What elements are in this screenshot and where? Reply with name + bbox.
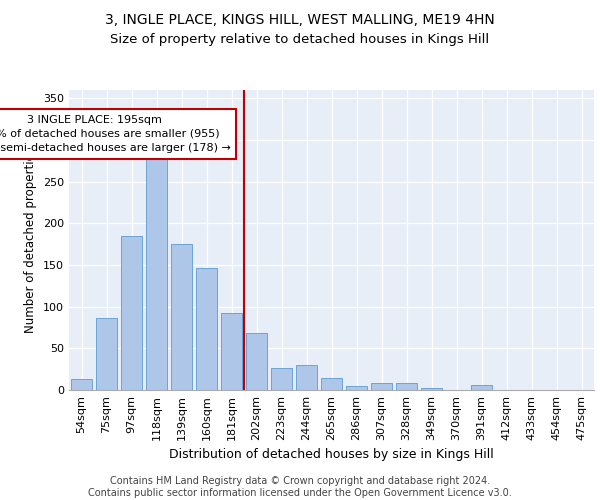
- Text: 3 INGLE PLACE: 195sqm
← 84% of detached houses are smaller (955)
16% of semi-det: 3 INGLE PLACE: 195sqm ← 84% of detached …: [0, 115, 230, 153]
- Bar: [421, 388, 442, 390]
- Bar: [321, 378, 342, 390]
- Bar: [346, 386, 367, 390]
- Bar: [96, 318, 117, 390]
- Bar: [196, 268, 217, 390]
- Bar: [471, 385, 492, 390]
- Bar: [71, 379, 92, 390]
- Bar: [371, 384, 392, 390]
- Bar: [221, 312, 242, 390]
- Bar: [146, 150, 167, 390]
- Bar: [296, 365, 317, 390]
- Bar: [396, 382, 417, 390]
- Y-axis label: Number of detached properties: Number of detached properties: [25, 147, 37, 333]
- Text: Contains HM Land Registry data © Crown copyright and database right 2024.
Contai: Contains HM Land Registry data © Crown c…: [88, 476, 512, 498]
- Bar: [171, 244, 192, 390]
- Text: Size of property relative to detached houses in Kings Hill: Size of property relative to detached ho…: [110, 32, 490, 46]
- Bar: [246, 334, 267, 390]
- Bar: [121, 236, 142, 390]
- Text: 3, INGLE PLACE, KINGS HILL, WEST MALLING, ME19 4HN: 3, INGLE PLACE, KINGS HILL, WEST MALLING…: [105, 12, 495, 26]
- Bar: [271, 368, 292, 390]
- X-axis label: Distribution of detached houses by size in Kings Hill: Distribution of detached houses by size …: [169, 448, 494, 462]
